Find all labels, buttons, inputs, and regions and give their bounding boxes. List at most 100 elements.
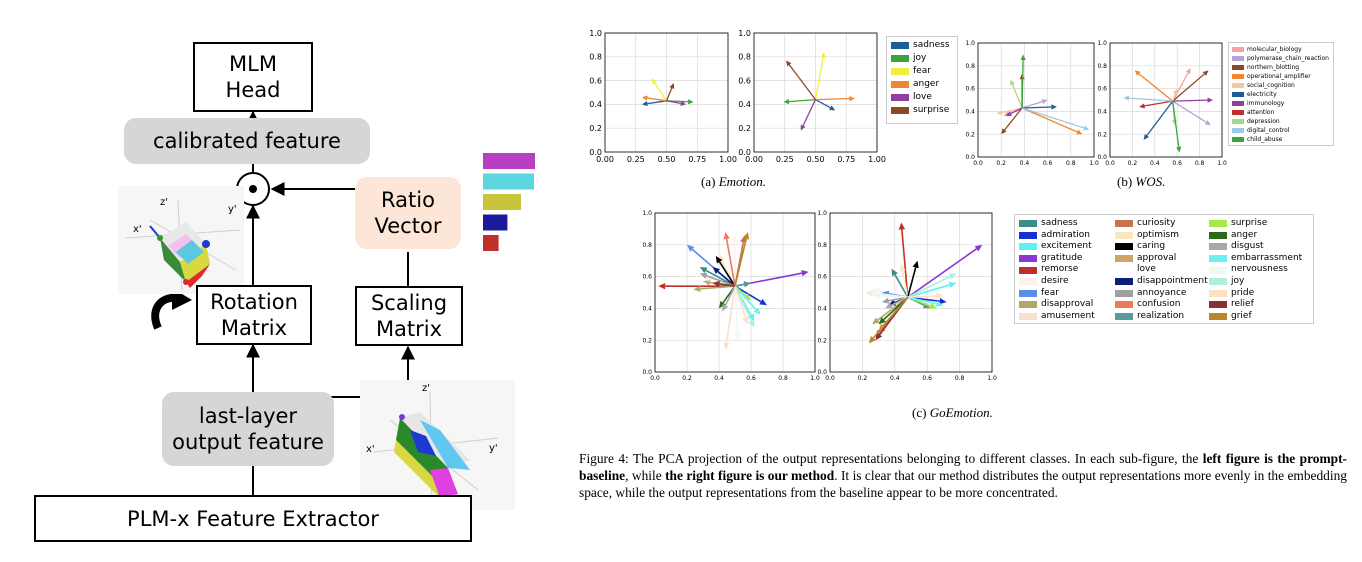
vector-head-caring [715,255,723,264]
vector-head-electricity [1051,104,1057,110]
vector-head-embarrassment [935,300,944,307]
x-tick-label: 0.2 [682,375,692,382]
legend-item-sadness: sadness [891,39,953,52]
vector-approval [709,281,736,287]
x-tick-label: 1.0 [1217,160,1227,167]
vector-immunology [1010,107,1023,115]
y-tick-label: 0.8 [589,53,602,62]
vector-child_abuse [1172,101,1180,148]
legend-swatch [1232,83,1244,88]
vector-confusion [725,238,736,287]
legend-label: molecular_biology [1247,46,1302,53]
legend-item-amusement: amusement [1019,311,1115,323]
odot-dot [249,185,257,193]
vector-operational_amplifier [1138,73,1174,102]
legend-swatch [1115,301,1133,309]
caption-part1: Figure 4: The PCA projection of the outp… [579,451,1203,466]
legend-label: optimism [1137,229,1179,240]
axis-y-label-bottom: y' [489,443,498,454]
vector-desire [878,290,908,299]
vector-nervousness [875,292,908,299]
vector-child_abuse [1021,59,1024,108]
vector-head-molecular_biology [1185,68,1191,75]
vector-fear [814,57,824,100]
vector-approval [882,296,909,326]
vector-digital_control [1021,107,1085,129]
vector-confusion [882,296,909,329]
subfig-label-emotion-prefix: (a) [701,174,719,189]
legend-item-nervousness: nervousness [1209,264,1303,276]
vector-head-approval [878,323,886,331]
x-tick-label: 1.00 [868,155,886,164]
legend-label: joy [1231,275,1245,286]
x-tick-label: 0.25 [776,155,794,164]
vector-operational_amplifier [1021,107,1078,133]
diagram-connectors: z' x' y' z' x' y' [118,110,535,510]
legend-swatch [891,107,909,114]
legend-label: gratitude [1041,252,1083,263]
last-layer-feature-box: last-layer output feature [162,392,334,466]
vector-social_cognition [1001,107,1023,114]
vector-head-immunology [1005,111,1012,116]
legend-swatch [1115,313,1133,321]
y-tick-label: 1.0 [817,210,827,217]
legend-item-child-abuse: child_abuse [1232,135,1330,144]
vector-head-admiration [939,298,947,305]
legend-label: embarrassment [1231,252,1303,263]
legend-label: child_abuse [1247,136,1283,143]
axis-x-label-bottom: x' [366,444,375,455]
legend-item-surprise: surprise [891,104,953,117]
legend-item-annoyance: annoyance [1115,288,1209,300]
y-tick-label: 0.4 [589,100,602,109]
legend-swatch [1019,266,1037,274]
vector-anger [883,296,909,321]
legend-label: nervousness [1231,264,1288,275]
subfig-label-wos: (b) WOS. [1117,174,1165,190]
legend-item-excitement: excitement [1019,241,1115,253]
legend-label: realization [1137,310,1185,321]
vector-head-disgust [885,302,893,309]
vector-embarrassment [907,296,937,305]
vector-sadness [894,274,909,298]
legend-label: surprise [1231,218,1268,228]
legend-label: approval [1137,252,1177,263]
x-tick-label: 0.4 [1020,160,1030,167]
x-tick-label: 0.0 [825,375,835,382]
vector-joy [666,100,689,103]
vector-relief [878,296,909,336]
y-tick-label: 0.8 [738,53,751,62]
x-tick-label: 0.00 [745,155,763,164]
vector-head-embarrassment [753,307,761,315]
vector-realization [734,283,745,287]
vector-sadness [647,100,667,105]
x-tick-label: 0.75 [688,155,706,164]
legend-swatch [1115,278,1133,286]
legend-item-disapproval: disapproval [1019,299,1115,311]
vector-head-surprise [743,293,751,301]
vector-head-joy [687,99,694,105]
y-tick-label: 0.6 [1097,86,1107,93]
rotation-matrix-box: Rotation Matrix [196,285,312,345]
y-tick-label: 0.2 [965,131,975,138]
legend-item-realization: realization [1115,311,1209,323]
vector-amusement [872,292,908,299]
scaling-matrix-box: Scaling Matrix [355,286,463,346]
x-tick-label: 0.50 [658,155,676,164]
y-tick-label: 0.2 [738,124,751,133]
vector-head-admiration [759,298,767,306]
vector-disapproval [700,285,736,290]
vector-disgust [724,285,736,306]
y-tick-label: 0.4 [642,306,652,313]
vector-sadness [705,269,736,287]
legend-swatch [1232,137,1244,142]
y-tick-label: 0.6 [965,86,975,93]
legend-item-approval: approval [1115,253,1209,265]
x-tick-label: 0.6 [922,375,932,382]
x-tick-label: 0.2 [996,160,1006,167]
legend-item-molecular-biology: molecular_biology [1232,45,1330,54]
chart-0: 0.00 0.25 0.50 0.75 1.00 0.0 0.2 0.4 0.6 0.8 1.0 [589,29,737,164]
legend-item-sadness: sadness [1019,218,1115,230]
vector-head-northern_blotting [1202,70,1209,76]
x-tick-label: 0.8 [1066,160,1076,167]
y-tick-label: 0.0 [965,154,975,161]
